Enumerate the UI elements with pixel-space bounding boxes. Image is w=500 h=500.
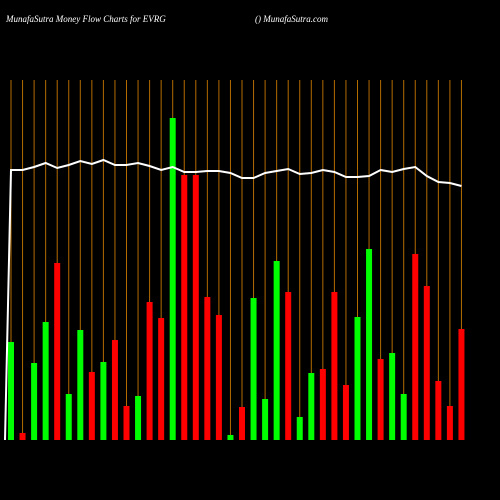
bar	[111, 340, 118, 440]
bar	[158, 318, 165, 440]
bar	[377, 359, 384, 440]
bar	[250, 298, 257, 440]
bar	[366, 249, 373, 440]
bar	[215, 315, 222, 440]
bar	[42, 322, 49, 440]
chart-title: MunafaSutra Money Flow Charts for EVRG	[5, 14, 166, 24]
bar	[273, 261, 280, 440]
bar	[389, 353, 396, 440]
bar	[296, 417, 303, 440]
bar	[435, 381, 442, 440]
bar	[19, 433, 26, 440]
bar	[169, 118, 176, 440]
bar	[400, 394, 407, 440]
bar	[88, 372, 95, 440]
bar	[204, 297, 211, 440]
bar	[458, 329, 465, 440]
bar	[8, 342, 14, 440]
bar	[423, 286, 430, 440]
bar	[239, 407, 245, 440]
bar	[65, 394, 72, 440]
bar	[135, 396, 142, 440]
bar	[262, 399, 269, 440]
bar	[412, 254, 419, 440]
bar	[192, 175, 199, 440]
bar	[331, 292, 338, 440]
bar	[319, 369, 326, 440]
bar	[308, 373, 315, 440]
bar	[342, 385, 349, 440]
money-flow-line	[4, 158, 462, 441]
bar	[354, 317, 361, 440]
bar	[146, 302, 153, 440]
bar	[31, 363, 38, 440]
bar	[54, 263, 61, 440]
bar	[100, 362, 107, 440]
bar	[446, 406, 453, 440]
bar	[285, 292, 292, 440]
bar	[181, 175, 188, 440]
chart-subtitle: () MunafaSutra.com	[255, 14, 328, 24]
bar	[123, 406, 130, 440]
bar	[77, 330, 84, 440]
bar	[227, 435, 234, 440]
